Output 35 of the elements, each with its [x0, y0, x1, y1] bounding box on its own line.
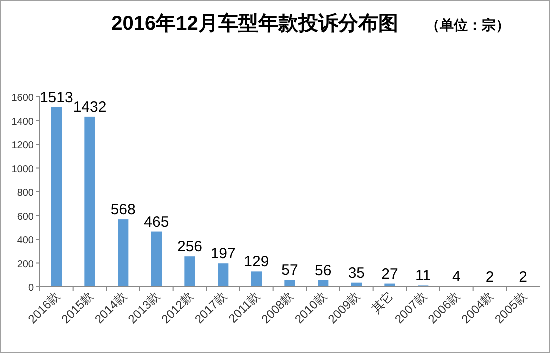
y-tick-label: 800	[17, 188, 34, 199]
data-label: 2	[486, 268, 494, 286]
data-label: 256	[177, 238, 203, 256]
data-label: 129	[244, 254, 270, 271]
y-tick-label: 1200	[12, 140, 34, 152]
chart-title: 2016年12月车型年款投诉分布图	[112, 12, 398, 35]
data-label: 2	[519, 268, 528, 286]
data-label: 1513	[40, 89, 74, 106]
bar	[151, 232, 162, 287]
data-label: 4	[452, 268, 461, 286]
data-label: 27	[382, 266, 398, 283]
data-label: 1432	[73, 98, 107, 116]
data-label: 57	[282, 262, 298, 280]
chart-subtitle: （单位：宗）	[426, 17, 510, 33]
data-label: 11	[416, 268, 432, 285]
x-tick-label: 其它	[369, 289, 396, 316]
bar	[218, 264, 229, 287]
y-tick-label: 0	[28, 283, 34, 294]
bar	[284, 280, 296, 287]
data-label: 197	[210, 246, 236, 263]
data-label: 56	[314, 262, 332, 280]
data-label: 465	[144, 214, 170, 231]
bar	[184, 256, 196, 287]
data-label: 35	[348, 264, 366, 282]
y-tick-label: 600	[17, 212, 34, 223]
y-tick-label: 1000	[12, 164, 34, 176]
bar	[84, 116, 96, 287]
bar	[118, 220, 129, 287]
bar	[51, 107, 62, 287]
y-tick-label: 1400	[12, 116, 34, 128]
y-tick-label: 1600	[12, 93, 34, 104]
y-tick-label: 400	[17, 236, 34, 246]
data-label: 568	[110, 202, 136, 219]
y-tick-label: 200	[17, 259, 34, 270]
bar	[251, 272, 262, 287]
